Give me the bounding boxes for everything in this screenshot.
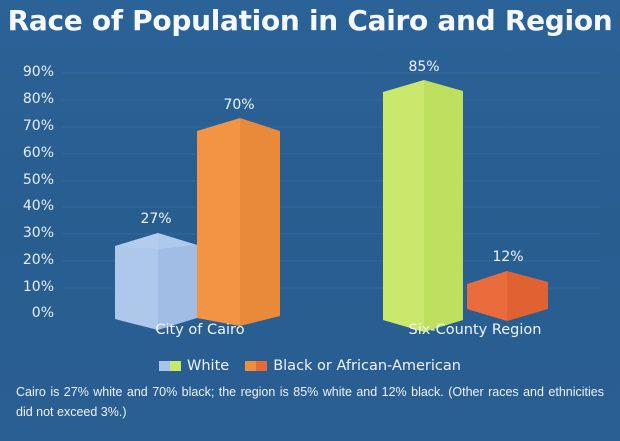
legend-swatch-black-icon: [245, 361, 268, 371]
y-tick-label: 50%: [22, 172, 54, 188]
chart-title: Race of Population in Cairo and Region: [7, 4, 613, 37]
legend-swatch-white-icon: [159, 361, 182, 371]
gridlines: [62, 72, 600, 289]
data-label-region-white: 85%: [408, 59, 440, 75]
y-tick-label: 90%: [22, 64, 54, 80]
bar-cairo-white: [115, 233, 197, 330]
y-tick-label: 80%: [22, 91, 54, 107]
data-label-cairo-white: 27%: [140, 211, 172, 227]
y-tick-label: 0%: [31, 305, 54, 321]
y-tick-label: 60%: [22, 145, 54, 161]
bar-cairo-black: [197, 118, 280, 326]
bar-region-black: [467, 271, 548, 321]
legend-item-black: Black or African-American: [245, 358, 461, 374]
y-tick-label: 70%: [22, 118, 54, 134]
legend-label-black: Black or African-American: [273, 358, 461, 374]
bar-region-white: [383, 80, 463, 332]
legend: White Black or African-American: [0, 358, 620, 374]
y-tick-label: 20%: [22, 252, 54, 268]
chart-caption: Cairo is 27% white and 70% black; the re…: [16, 385, 604, 419]
y-tick-label: 30%: [22, 225, 54, 241]
y-tick-label: 10%: [22, 279, 54, 295]
legend-item-white: White: [159, 358, 229, 374]
legend-label-white: White: [187, 358, 230, 374]
data-label-region-black: 12%: [492, 249, 524, 265]
category-label-region: Six-County Region: [408, 322, 542, 338]
y-tick-label: 40%: [22, 198, 54, 214]
category-label-cairo: City of Cairo: [155, 322, 245, 338]
data-label-cairo-black: 70%: [223, 97, 255, 113]
